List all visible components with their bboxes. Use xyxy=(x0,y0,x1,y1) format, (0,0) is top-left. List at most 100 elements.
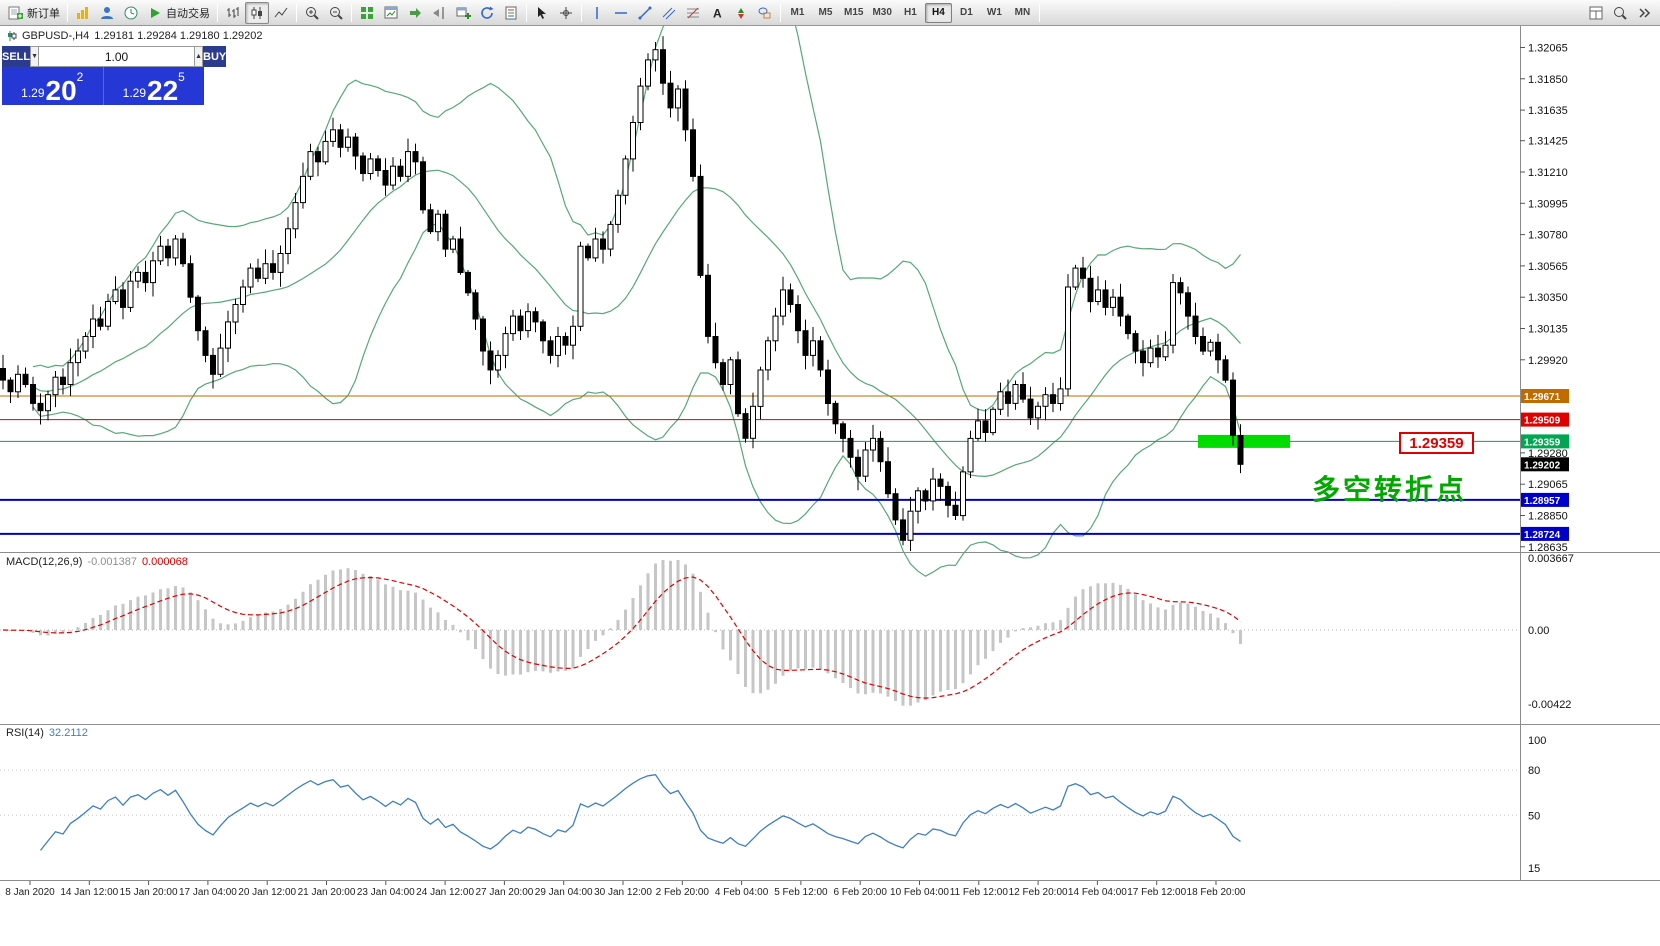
time-axis-label: 20 Jan 12:00 xyxy=(238,887,296,898)
arrows-icon xyxy=(738,7,744,19)
new-order-icon xyxy=(8,6,23,19)
trendline-button[interactable] xyxy=(633,2,657,24)
timeframe-d1-button[interactable]: D1 xyxy=(960,7,973,18)
candle xyxy=(435,213,441,233)
buy-price-button[interactable]: 1.29 22 5 xyxy=(102,67,204,105)
timeframe-mn-button[interactable]: MN xyxy=(1014,7,1031,18)
search-button[interactable] xyxy=(1608,2,1632,24)
volume-increase-button[interactable]: ▲ xyxy=(194,46,203,67)
price-axis-label: 1.29920 xyxy=(1528,355,1568,367)
vertical-line-button[interactable] xyxy=(585,2,609,24)
candle xyxy=(952,504,959,516)
candle xyxy=(592,238,599,259)
fibonacci-button[interactable] xyxy=(681,2,705,24)
zoom-in-button[interactable] xyxy=(300,2,324,24)
market-watch-button[interactable] xyxy=(119,2,143,24)
candle xyxy=(390,165,396,186)
candle xyxy=(517,315,524,332)
candle xyxy=(585,245,591,259)
shapes-button[interactable] xyxy=(753,2,777,24)
candle xyxy=(397,165,404,177)
toolbar-overflow-button[interactable] xyxy=(1632,2,1656,24)
auto-scroll-button[interactable] xyxy=(403,2,427,24)
chart-shift-button[interactable] xyxy=(427,2,451,24)
time-axis-label: 2 Feb 20:00 xyxy=(656,887,710,898)
timeframe-h1-button[interactable]: H1 xyxy=(904,7,917,18)
volume-decrease-button[interactable]: ▼ xyxy=(30,46,40,67)
cursor-button[interactable] xyxy=(530,2,554,24)
candle xyxy=(322,140,329,163)
line-chart-button[interactable] xyxy=(269,2,293,24)
arrows-button[interactable] xyxy=(729,2,753,24)
channel-icon xyxy=(662,7,676,19)
time-axis-label: 23 Jan 04:00 xyxy=(357,887,415,898)
candle xyxy=(112,289,119,302)
highlight-rectangle[interactable] xyxy=(1198,434,1290,448)
sell-price-prefix: 1.29 xyxy=(21,86,45,100)
data-window-button[interactable] xyxy=(1584,2,1608,24)
timeframe-m5-button[interactable]: M5 xyxy=(818,7,833,18)
crosshair-button[interactable] xyxy=(554,2,578,24)
candle xyxy=(847,437,854,458)
candle xyxy=(352,136,359,157)
profiles-button[interactable] xyxy=(95,2,119,24)
buy-price-prefix: 1.29 xyxy=(122,86,146,100)
time-axis-label: 4 Feb 04:00 xyxy=(715,887,769,898)
candlestick-chart-button[interactable] xyxy=(245,1,269,24)
candle xyxy=(727,359,734,385)
text-button[interactable]: A xyxy=(705,2,729,24)
new-chart-button[interactable] xyxy=(71,2,95,24)
candle xyxy=(892,493,899,521)
sell-button[interactable]: SELL xyxy=(2,46,31,67)
candle xyxy=(1170,282,1176,346)
template-button[interactable] xyxy=(499,2,523,24)
candle xyxy=(900,519,906,541)
candle xyxy=(825,369,831,404)
cycle-button[interactable] xyxy=(475,2,499,24)
candle xyxy=(1237,435,1244,465)
candle xyxy=(547,340,554,356)
price-level-label[interactable]: 1.29359 xyxy=(1399,432,1474,454)
sell-price-button[interactable]: 1.29 20 2 xyxy=(2,67,103,105)
candle xyxy=(30,384,36,404)
candle xyxy=(1185,292,1191,317)
tile-windows-button[interactable] xyxy=(355,2,379,24)
turning-point-text[interactable]: 多空转折点 xyxy=(1312,474,1468,505)
price-axis-label: 1.28850 xyxy=(1528,511,1568,523)
candle xyxy=(82,336,89,352)
candle xyxy=(1050,394,1056,404)
new-window-button[interactable] xyxy=(451,2,475,24)
timeframe-w1-button[interactable]: W1 xyxy=(986,7,1002,18)
timeframe-m15-button[interactable]: M15 xyxy=(844,7,864,18)
horizontal-line-button[interactable] xyxy=(609,2,633,24)
volume-input[interactable] xyxy=(39,46,195,67)
candle xyxy=(1162,344,1169,358)
candle xyxy=(1155,347,1161,358)
auto-trading-icon xyxy=(151,7,160,18)
candle xyxy=(7,379,14,393)
candle xyxy=(262,263,269,279)
auto-scroll-icon xyxy=(410,7,421,18)
svg-text:1.28724: 1.28724 xyxy=(1524,530,1561,541)
zoom-out-button[interactable] xyxy=(324,2,348,24)
bar-chart-button[interactable] xyxy=(221,2,245,24)
new-order-button[interactable]: 新订单 xyxy=(4,2,64,24)
price-tag-red xyxy=(1521,412,1569,427)
timeframe-h4-button[interactable]: H4 xyxy=(924,2,952,23)
timeframe-m1-button[interactable]: M1 xyxy=(790,7,805,18)
indicator-list-button[interactable] xyxy=(379,2,403,24)
channel-button[interactable] xyxy=(657,2,681,24)
time-axis-label: 17 Feb 12:00 xyxy=(1127,887,1186,898)
svg-text:A: A xyxy=(713,6,722,20)
buy-button[interactable]: BUY xyxy=(203,46,227,67)
price-tag-green xyxy=(1521,434,1569,449)
candle xyxy=(270,263,276,273)
price-axis-label: 1.28635 xyxy=(1528,542,1568,554)
candle xyxy=(202,330,209,356)
timeframe-m30-button[interactable]: M30 xyxy=(872,7,892,18)
auto-trading-button[interactable]: 自动交易 xyxy=(143,2,214,24)
candle xyxy=(1012,384,1019,404)
candle xyxy=(945,485,951,506)
rsi-name: RSI(14) xyxy=(6,727,44,739)
candle xyxy=(1042,394,1049,407)
